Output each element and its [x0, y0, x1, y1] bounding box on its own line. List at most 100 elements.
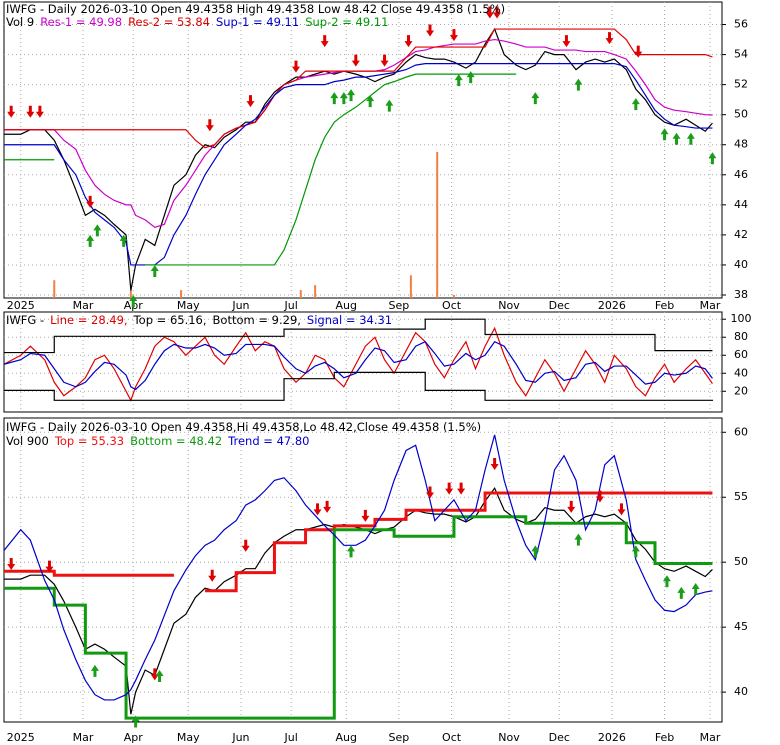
- signal-arrow: [605, 32, 614, 45]
- signal-arrow: [634, 45, 643, 58]
- y-tick-label: 46: [734, 168, 748, 181]
- signal-arrow: [567, 500, 576, 513]
- signal-arrow: [347, 89, 356, 102]
- signal-arrow: [26, 105, 35, 118]
- signal-arrow: [129, 294, 138, 307]
- x-tick-label: Mar: [700, 731, 721, 744]
- signal-arrow: [574, 533, 583, 546]
- x-tick-label: Jun: [231, 731, 249, 744]
- y-tick-label: 45: [734, 620, 748, 633]
- signal-arrow: [380, 54, 389, 67]
- signal-arrow: [7, 105, 16, 118]
- panel-frame: [3, 311, 723, 413]
- y-tick-label: 20: [734, 384, 748, 397]
- volume-bar: [299, 290, 302, 298]
- volume-label: Vol 900: [6, 434, 49, 448]
- y-tick-label: 54: [734, 48, 748, 61]
- signal-arrow: [660, 128, 669, 141]
- x-tick-label: Jul: [284, 731, 298, 744]
- legend-entry: Line = 28.49,: [50, 313, 128, 327]
- signal-arrow: [426, 24, 435, 37]
- signal-arrow: [366, 95, 375, 108]
- legend-entry: Res-1 = 49.98: [40, 15, 122, 29]
- panel-header: IWFG - Daily 2026-03-10 Open 49.4358,Hi …: [6, 420, 481, 434]
- legend-entry: Sup-2 = 49.11: [305, 15, 388, 29]
- volume-bar: [53, 280, 56, 298]
- signal-arrow: [562, 35, 571, 48]
- legend-entry: Sup-1 = 49.11: [216, 15, 299, 29]
- x-tick-label: Mar: [73, 731, 94, 744]
- series-line: [4, 73, 517, 266]
- signal-arrow: [313, 503, 322, 516]
- signal-arrow: [404, 35, 413, 48]
- x-tick-label: Nov: [498, 299, 520, 312]
- panel-legend: Vol 900 Top = 55.33 Bottom = 48.42 Trend = …: [6, 434, 310, 448]
- legend-entry: Trend = 47.80: [227, 434, 309, 448]
- y-tick-label: 50: [734, 555, 748, 568]
- signal-arrow: [205, 119, 214, 132]
- y-tick-label: 38: [734, 288, 748, 301]
- x-tick-label: Mar: [700, 299, 721, 312]
- volume-bar: [314, 285, 317, 298]
- legend-entry: Bottom = 48.42: [130, 434, 222, 448]
- signal-arrow: [677, 586, 686, 599]
- signal-arrow: [385, 99, 394, 112]
- signal-arrow: [574, 78, 583, 91]
- y-tick-label: 48: [734, 138, 748, 151]
- signal-arrow: [631, 545, 640, 558]
- signal-arrow: [426, 486, 435, 499]
- series-line: [4, 491, 713, 593]
- y-tick-label: 60: [734, 425, 748, 438]
- series-line: [3, 326, 713, 402]
- signal-arrow: [454, 74, 463, 87]
- x-tick-label: Mar: [73, 299, 94, 312]
- legend-entry: Res-2 = 53.84: [128, 15, 210, 29]
- signal-arrow: [7, 558, 16, 570]
- series-line: [3, 434, 713, 701]
- x-tick-label: Sep: [389, 299, 410, 312]
- x-tick-label: May: [177, 731, 200, 744]
- y-tick-label: 60: [734, 348, 748, 361]
- x-tick-label: Jul: [284, 299, 298, 312]
- series-line: [4, 318, 713, 354]
- series-line: [4, 63, 713, 266]
- signal-arrow: [708, 152, 717, 165]
- panel-header: IWFG - Daily 2026-03-10 Open 49.4358 Hig…: [6, 2, 505, 16]
- x-tick-label: Nov: [498, 731, 520, 744]
- signal-arrow: [672, 132, 681, 145]
- volume-bar: [129, 290, 132, 298]
- signal-arrow: [45, 560, 54, 573]
- signal-arrow: [330, 92, 339, 105]
- signal-arrow: [86, 195, 95, 208]
- volume-bar: [409, 275, 412, 298]
- signal-arrow: [347, 545, 356, 558]
- signal-arrow: [617, 503, 626, 516]
- signal-arrow: [686, 132, 695, 145]
- signal-arrow: [339, 92, 348, 105]
- y-tick-label: 55: [734, 490, 748, 503]
- panel-header: IWFG - Line = 28.49, Top = 65.16, Bottom = …: [6, 313, 392, 327]
- panel-title: IWFG - Daily 2026-03-10 Open 49.4358 Hig…: [6, 2, 505, 16]
- x-tick-label: Jun: [231, 299, 249, 312]
- x-tick-label: 2026: [598, 299, 626, 312]
- signal-arrow: [457, 482, 466, 495]
- series-line: [3, 340, 713, 391]
- panel-legend: Vol 9 Res-1 = 49.98 Res-2 = 53.84 Sup-1 = 4…: [6, 15, 388, 29]
- x-tick-label: 2026: [598, 731, 626, 744]
- x-tick-label: Dec: [549, 731, 570, 744]
- signal-arrow: [662, 575, 671, 588]
- signal-arrow: [466, 71, 475, 84]
- x-tick-label: Aug: [336, 731, 357, 744]
- y-tick-label: 40: [734, 685, 748, 698]
- signal-arrow: [241, 539, 250, 552]
- signal-arrow: [595, 490, 604, 503]
- signal-arrow: [691, 582, 700, 595]
- signal-arrow: [449, 29, 458, 42]
- series-line: [4, 27, 713, 291]
- signal-arrow: [119, 234, 128, 247]
- series-line: [4, 38, 713, 229]
- volume-bar: [436, 151, 439, 298]
- y-tick-label: 80: [734, 330, 748, 343]
- signal-arrow: [291, 60, 300, 73]
